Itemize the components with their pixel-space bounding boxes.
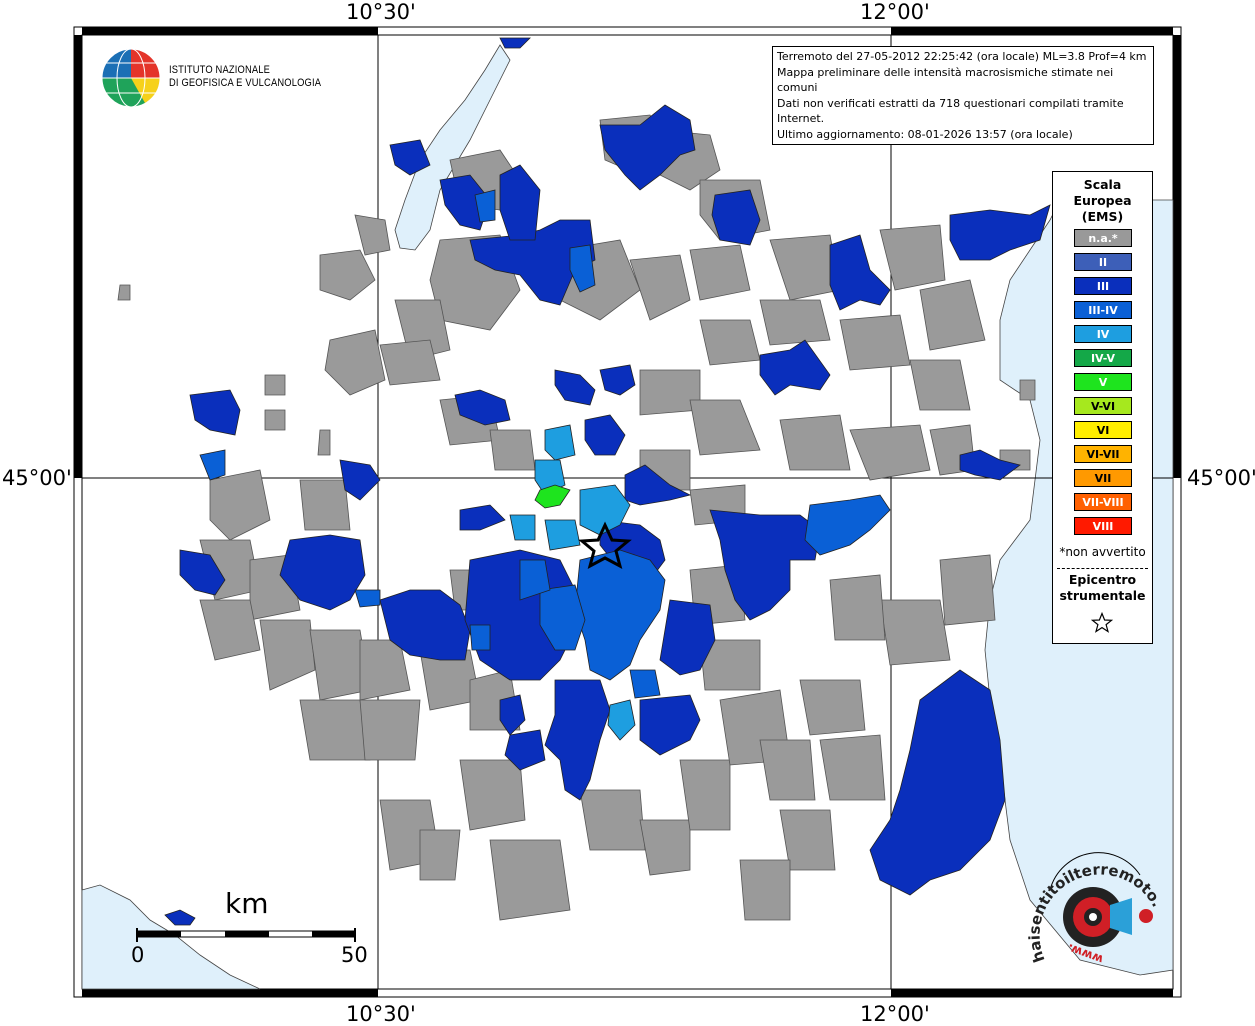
legend-item: IV-V (1074, 349, 1132, 367)
legend-item: V (1074, 373, 1132, 391)
legend-item: VI (1074, 421, 1132, 439)
legend-title-line3: (EMS) (1081, 209, 1124, 224)
scale-unit: km (225, 887, 269, 920)
legend-item: VIII (1074, 517, 1132, 535)
institute-name-line1: ISTITUTO NAZIONALE (169, 64, 271, 76)
svg-text:haisentitoilterremoto.it: haisentitoilterremoto.it (1020, 850, 1166, 965)
legend-item: VI-VII (1074, 445, 1132, 463)
legend-item: III-IV (1074, 301, 1132, 319)
legend-title-line1: Scala (1083, 177, 1122, 192)
legend-epicenter-line2: strumentale (1059, 588, 1146, 603)
event-info-line3: Dati non verificati estratti da 718 ques… (777, 96, 1124, 126)
legend-note: *non avvertito (1059, 545, 1146, 559)
municipalities-III (164, 37, 1051, 926)
legend-item: IV (1074, 325, 1132, 343)
event-info-line1: Terremoto del 27-05-2012 22:25:42 (ora l… (777, 50, 1147, 63)
lon-label-bottom-right: 12°00' (860, 1002, 930, 1026)
legend-item: V-VI (1074, 397, 1132, 415)
institute-name-line2: DI GEOFISICA E VULCANOLOGIA (169, 77, 322, 89)
legend-epicenter-line1: Epicentro (1068, 572, 1137, 587)
legend-epicenter-label: Epicentro strumentale (1053, 572, 1152, 604)
event-info-line4: Ultimo aggiornamento: 08-01-2026 13:57 (… (777, 127, 1073, 141)
epicenter-star-icon (578, 521, 632, 569)
legend-star-icon (1091, 612, 1113, 633)
legend-item: II (1074, 253, 1132, 271)
haisentito-badge-text: haisentitoilterremoto.it www. (1020, 850, 1166, 967)
haisentito-badge-icon (1049, 852, 1153, 947)
institute-name: ISTITUTO NAZIONALE DI GEOFISICA E VULCAN… (169, 64, 321, 90)
legend-divider (1057, 568, 1148, 569)
lon-label-bottom-left: 10°30' (346, 1002, 416, 1026)
scale-start: 0 (131, 943, 145, 967)
municipalities-V (534, 484, 571, 509)
scale-bar (136, 928, 356, 942)
legend-title: Scala Europea (EMS) (1053, 177, 1152, 225)
intensity-legend: Scala Europea (EMS) n.a.* II III III-IV IV IV… (1052, 171, 1153, 644)
lon-label-top-right: 12°00' (860, 0, 930, 24)
legend-item: III (1074, 277, 1132, 295)
legend-item: VII-VIII (1074, 493, 1132, 511)
svg-text:www.: www. (1065, 941, 1105, 967)
event-info-box: Terremoto del 27-05-2012 22:25:42 (ora l… (772, 46, 1154, 145)
scale-end: 50 (341, 943, 368, 967)
lat-label-right: 45°00' (1187, 466, 1255, 490)
lon-label-top-left: 10°30' (346, 0, 416, 24)
ingv-logo-icon (101, 48, 161, 108)
legend-item: n.a.* (1074, 229, 1132, 247)
municipalities-III-IV (199, 189, 891, 699)
lat-label-left: 45°00' (2, 466, 72, 490)
frame-ticks (74, 27, 1181, 997)
legend-item: VII (1074, 469, 1132, 487)
event-info-line2: Mappa preliminare delle intensità macros… (777, 65, 1114, 95)
legend-title-line2: Europea (1073, 193, 1132, 208)
